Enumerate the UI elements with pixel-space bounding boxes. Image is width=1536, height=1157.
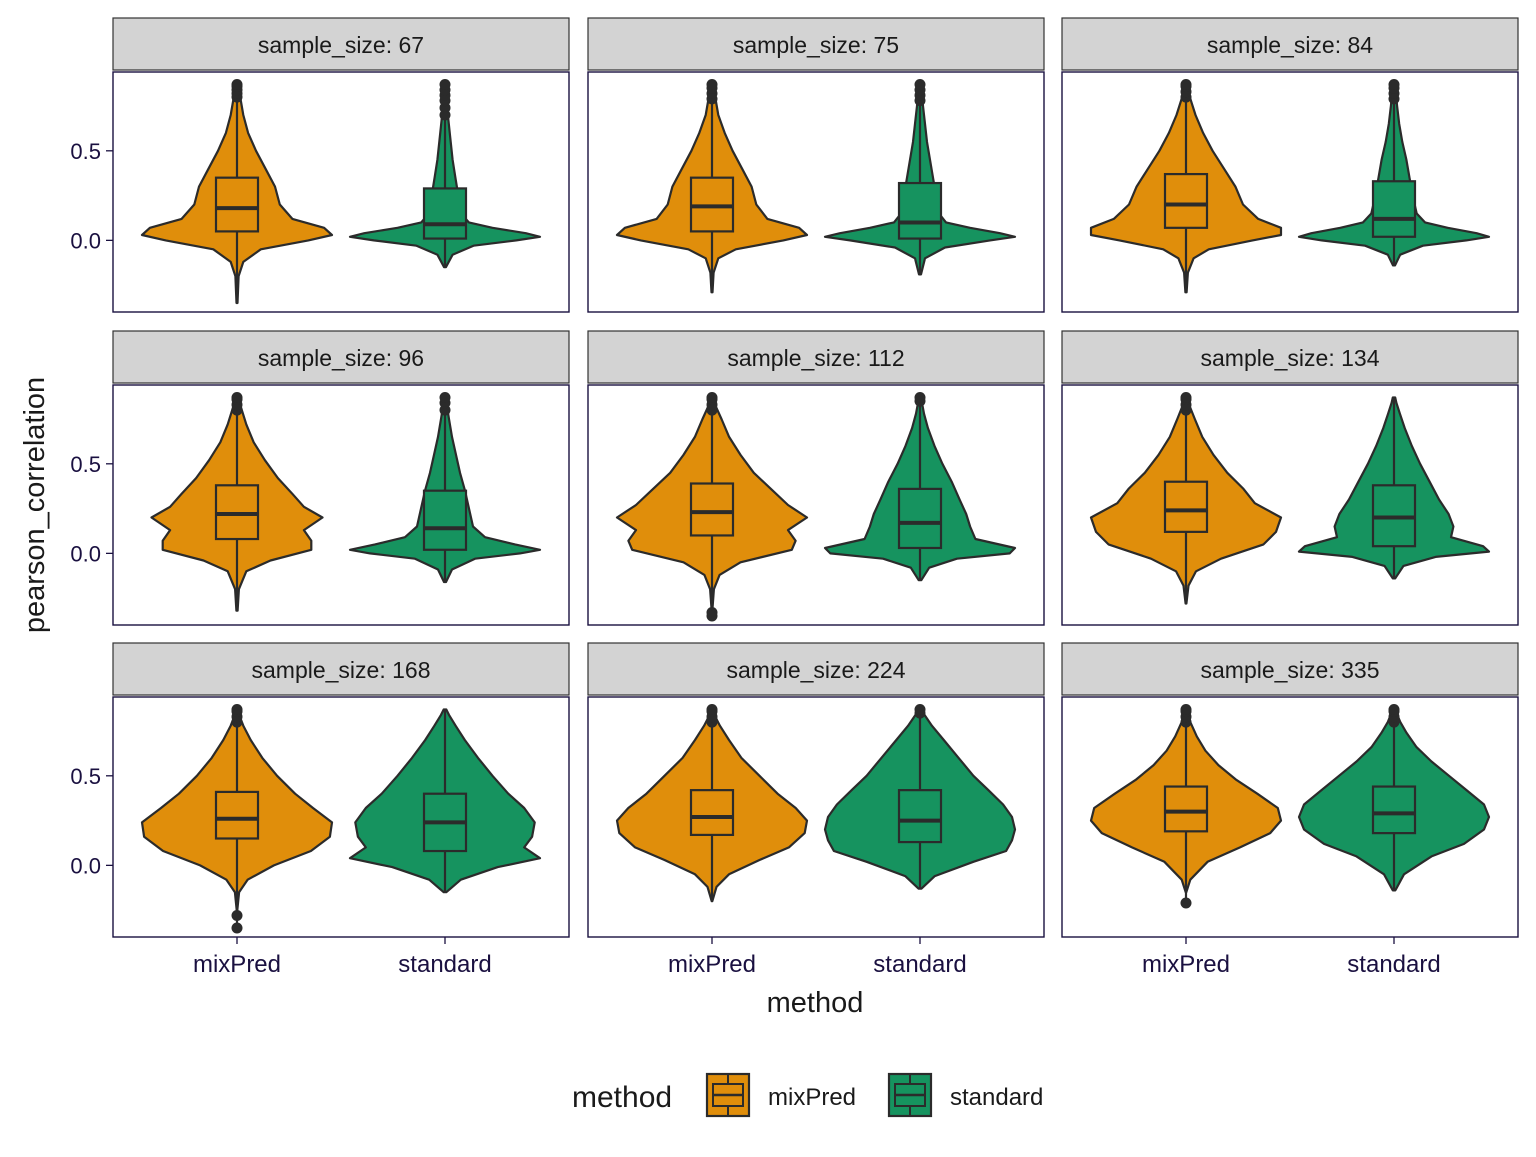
box-standard <box>897 789 943 844</box>
facet-panel-168: sample_size: 168 0.0 0.5 mixPred standard <box>70 642 570 978</box>
outlier-point <box>706 610 718 622</box>
box-mixPred <box>214 176 260 233</box>
y-tick-label: 0.0 <box>70 853 101 878</box>
outlier-point <box>1388 704 1400 716</box>
facet-strip <box>587 17 1045 71</box>
box-mixPred <box>1163 785 1209 833</box>
outlier-point <box>231 910 243 922</box>
y-tick-label: 0.0 <box>70 228 101 253</box>
outlier-point <box>1180 392 1192 404</box>
outlier-point <box>1180 897 1192 909</box>
box-standard <box>897 181 943 240</box>
box-standard <box>1371 180 1417 238</box>
legend-item-standard: standard <box>887 1072 1043 1118</box>
facet-strip <box>112 642 570 696</box>
legend-title: method <box>572 1081 672 1114</box>
x-tick-label: standard <box>398 951 491 978</box>
facet-strip <box>587 642 1045 696</box>
outlier-point <box>914 704 926 716</box>
facet-strip-label: sample_size: 134 <box>1201 345 1380 371</box>
facet-panel-134: sample_size: 134 <box>1061 330 1519 626</box>
facet-strip-label: sample_size: 224 <box>727 657 906 683</box>
outlier-point <box>231 392 243 404</box>
outlier-point <box>706 79 718 91</box>
legend-label: standard <box>950 1084 1043 1111</box>
facet-panel-224: sample_size: 224 mixPred standard <box>587 642 1045 978</box>
x-axis-title: method <box>767 987 864 1019</box>
facet-strip <box>1061 642 1519 696</box>
outlier-point <box>914 79 926 91</box>
facet-panel-335: sample_size: 335 mixPred standard <box>1061 642 1519 978</box>
legend: method mixPred standard <box>572 1072 1043 1118</box>
outlier-point <box>439 79 451 91</box>
box-mixPred <box>1163 480 1209 533</box>
panel-border <box>1061 71 1519 313</box>
outlier-point <box>706 392 718 404</box>
facet-strip-label: sample_size: 112 <box>727 345 904 371</box>
facet-panel-96: sample_size: 96 0.0 0.5 <box>70 330 570 626</box>
box-standard <box>897 487 943 550</box>
outlier-point <box>914 392 926 404</box>
outlier-point <box>231 922 243 934</box>
outlier-point <box>439 392 451 404</box>
x-tick-label: standard <box>873 951 966 978</box>
facet-panel-112: sample_size: 112 <box>587 330 1045 626</box>
facet-strip-label: sample_size: 84 <box>1207 32 1373 58</box>
box-standard <box>422 187 468 240</box>
outlier-point <box>1180 79 1192 91</box>
facet-strip-label: sample_size: 75 <box>733 32 899 58</box>
box-mixPred <box>689 482 735 537</box>
outlier-point <box>706 704 718 716</box>
facet-panel-67: sample_size: 67 0.0 0.5 <box>70 17 570 313</box>
facet-strip-label: sample_size: 96 <box>258 345 424 371</box>
panel-border <box>112 71 570 313</box>
y-tick-label: 0.0 <box>70 541 101 566</box>
facet-panel-84: sample_size: 84 <box>1061 17 1519 313</box>
x-tick-label: standard <box>1347 951 1440 978</box>
outlier-point <box>231 79 243 91</box>
legend-item-mixPred: mixPred <box>705 1072 856 1118</box>
panel-border <box>587 71 1045 313</box>
facet-strip <box>1061 330 1519 384</box>
y-tick-label: 0.5 <box>70 452 101 477</box>
facet-strip <box>587 330 1045 384</box>
box-standard <box>1371 785 1417 835</box>
box-mixPred <box>1163 172 1209 229</box>
outlier-point <box>1180 704 1192 716</box>
x-tick-label: mixPred <box>193 951 281 978</box>
facet-strip-label: sample_size: 168 <box>252 657 431 683</box>
y-tick-label: 0.5 <box>70 764 101 789</box>
box-mixPred <box>689 789 735 837</box>
x-tick-label: mixPred <box>668 951 756 978</box>
facet-panel-75: sample_size: 75 <box>587 17 1045 313</box>
box-mixPred <box>214 790 260 840</box>
facet-strip <box>112 330 570 384</box>
legend-label: mixPred <box>768 1084 856 1111</box>
y-axis-title: pearson_correlation <box>19 377 51 633</box>
facet-strip-label: sample_size: 67 <box>258 32 424 58</box>
box-standard <box>422 489 468 551</box>
y-tick-label: 0.5 <box>70 139 101 164</box>
facet-strip <box>112 17 570 71</box>
outlier-point <box>1388 79 1400 91</box>
facet-strip-label: sample_size: 335 <box>1201 657 1380 683</box>
outlier-point <box>231 704 243 716</box>
facet-strip <box>1061 17 1519 71</box>
x-tick-label: mixPred <box>1142 951 1230 978</box>
